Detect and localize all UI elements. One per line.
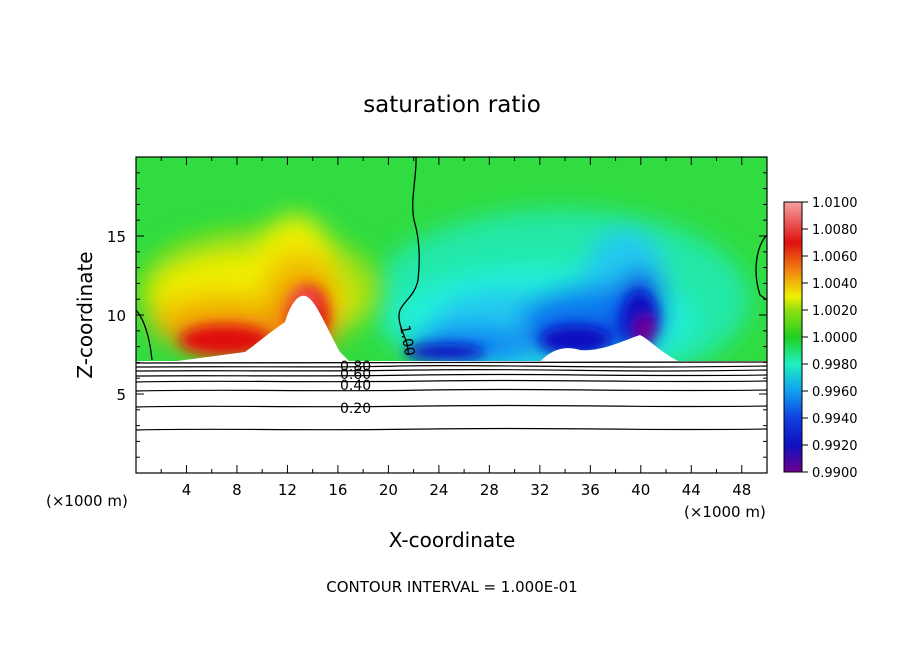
colorbar-label: 1.0040 <box>812 277 858 292</box>
x-tick-label: 16 <box>328 481 347 499</box>
saturation-field <box>136 157 767 473</box>
y-axis-ticks: 5 10 15 <box>107 172 767 458</box>
contour-label-2: 0.80 <box>340 359 371 375</box>
colorbar-label: 0.9900 <box>812 466 858 481</box>
colorbar-label: 0.9960 <box>812 385 858 400</box>
x-tick-label: 28 <box>480 481 499 499</box>
x-axis-unit-right: (×1000 m) <box>684 503 766 521</box>
x-axis-unit-left: (×1000 m) <box>46 492 128 510</box>
colorbar-label: 1.0020 <box>812 304 858 319</box>
x-tick-label: 32 <box>530 481 549 499</box>
x-axis-label: X-coordinate <box>389 528 516 552</box>
y-axis-label: Z-coordinate <box>73 251 97 378</box>
contour-interval-note: CONTOUR INTERVAL = 1.000E-01 <box>326 578 577 596</box>
colorbar-label: 1.0100 <box>812 196 858 211</box>
colorbar-label: 1.0080 <box>812 223 858 238</box>
colorbar-labels: 1.0100 1.0080 1.0060 1.0040 1.0020 1.0000 0.99… <box>802 196 858 481</box>
x-tick-label: 40 <box>631 481 650 499</box>
x-axis-ticks: 4 8 12 16 20 24 28 32 36 40 44 48 <box>160 157 751 499</box>
x-tick-label: 20 <box>379 481 398 499</box>
x-tick-label: 8 <box>232 481 242 499</box>
colorbar-label: 0.9980 <box>812 358 858 373</box>
contour-label-4: 0.40 <box>340 378 371 394</box>
colorbar-label: 0.9920 <box>812 439 858 454</box>
colorbar: 1.0100 1.0080 1.0060 1.0040 1.0020 1.0000 0.99… <box>783 196 858 481</box>
colorbar-gradient <box>783 201 803 473</box>
y-tick-label: 5 <box>116 386 126 404</box>
chart-title: saturation ratio <box>363 92 541 118</box>
colorbar-label: 1.0060 <box>812 250 858 265</box>
x-tick-label: 44 <box>682 481 701 499</box>
contour-label-1: 1.00 <box>396 324 417 357</box>
x-tick-label: 4 <box>182 481 192 499</box>
x-tick-label: 24 <box>429 481 448 499</box>
x-tick-label: 48 <box>732 481 751 499</box>
contour-labels: 1.00 0.80 0.60 0.40 0.20 <box>340 324 417 417</box>
y-tick-label: 10 <box>107 307 126 325</box>
y-tick-label: 15 <box>107 228 126 246</box>
colorbar-label: 1.0000 <box>812 331 858 346</box>
contour-label-5: 0.20 <box>340 401 371 417</box>
colorbar-label: 0.9940 <box>812 412 858 427</box>
x-tick-label: 36 <box>581 481 600 499</box>
x-tick-label: 12 <box>278 481 297 499</box>
contour-label-3: 0.60 <box>340 367 371 383</box>
